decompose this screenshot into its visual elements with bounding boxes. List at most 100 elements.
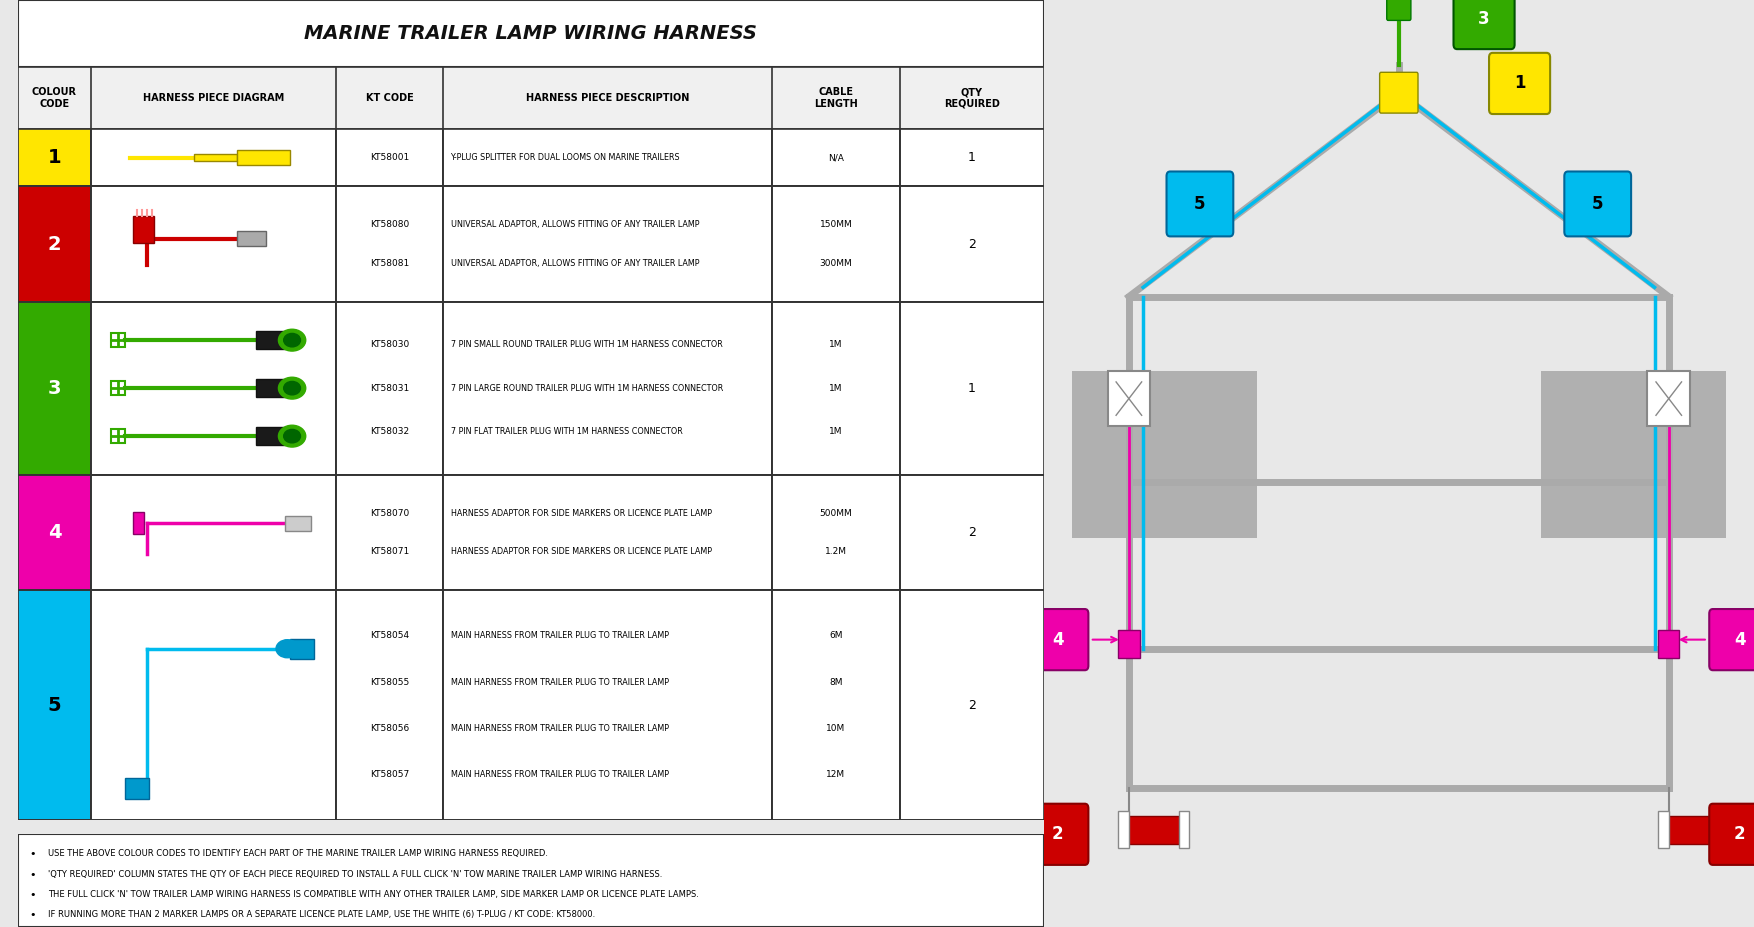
Text: •: • [30,910,37,921]
FancyBboxPatch shape [289,639,314,659]
FancyBboxPatch shape [335,129,444,186]
Text: MARINE TRAILER LAMP WIRING HARNESS: MARINE TRAILER LAMP WIRING HARNESS [303,24,758,44]
Text: 1.2M: 1.2M [824,547,847,556]
Text: 300MM: 300MM [819,259,852,268]
FancyBboxPatch shape [772,129,900,186]
Text: 1: 1 [968,382,975,395]
Text: 2: 2 [47,235,61,254]
Text: Y-PLUG SPLITTER FOR DUAL LOOMS ON MARINE TRAILERS: Y-PLUG SPLITTER FOR DUAL LOOMS ON MARINE… [451,153,681,162]
Text: 4: 4 [1052,630,1063,649]
Text: KT58071: KT58071 [370,547,409,556]
FancyBboxPatch shape [1658,630,1679,658]
FancyBboxPatch shape [91,590,335,820]
FancyBboxPatch shape [444,475,772,590]
FancyBboxPatch shape [1380,72,1417,113]
FancyBboxPatch shape [1107,371,1151,426]
FancyBboxPatch shape [126,779,149,799]
Text: 3: 3 [47,378,61,398]
Text: HARNESS ADAPTOR FOR SIDE MARKERS OR LICENCE PLATE LAMP: HARNESS ADAPTOR FOR SIDE MARKERS OR LICE… [451,547,712,556]
Text: USE THE ABOVE COLOUR CODES TO IDENTIFY EACH PART OF THE MARINE TRAILER LAMP WIRI: USE THE ABOVE COLOUR CODES TO IDENTIFY E… [49,849,549,858]
FancyBboxPatch shape [1708,804,1754,865]
FancyBboxPatch shape [1166,171,1233,236]
FancyBboxPatch shape [18,475,91,590]
Text: KT58031: KT58031 [370,384,409,393]
FancyBboxPatch shape [900,129,1044,186]
Text: •: • [30,890,37,900]
FancyBboxPatch shape [256,331,284,349]
Text: 4: 4 [47,523,61,541]
Text: 150MM: 150MM [819,221,852,229]
Text: IF RUNNING MORE THAN 2 MARKER LAMPS OR A SEPARATE LICENCE PLATE LAMP, USE THE WH: IF RUNNING MORE THAN 2 MARKER LAMPS OR A… [49,910,596,920]
FancyBboxPatch shape [1028,609,1089,670]
FancyBboxPatch shape [133,513,144,535]
FancyBboxPatch shape [900,590,1044,820]
FancyBboxPatch shape [1658,811,1668,848]
FancyBboxPatch shape [1489,53,1551,114]
FancyBboxPatch shape [1719,811,1729,848]
Text: 7 PIN FLAT TRAILER PLUG WITH 1M HARNESS CONNECTOR: 7 PIN FLAT TRAILER PLUG WITH 1M HARNESS … [451,426,682,436]
FancyBboxPatch shape [91,186,335,301]
FancyBboxPatch shape [1072,371,1256,538]
FancyBboxPatch shape [335,186,444,301]
Text: 2: 2 [968,699,975,712]
FancyBboxPatch shape [256,379,284,398]
Text: 3: 3 [1479,9,1489,28]
Text: 1M: 1M [830,340,842,349]
Text: KT58054: KT58054 [370,631,409,641]
Text: HARNESS ADAPTOR FOR SIDE MARKERS OR LICENCE PLATE LAMP: HARNESS ADAPTOR FOR SIDE MARKERS OR LICE… [451,509,712,517]
FancyBboxPatch shape [444,301,772,475]
FancyBboxPatch shape [18,834,1044,927]
FancyBboxPatch shape [1028,804,1089,865]
Text: UNIVERSAL ADAPTOR, ALLOWS FITTING OF ANY TRAILER LAMP: UNIVERSAL ADAPTOR, ALLOWS FITTING OF ANY… [451,259,700,268]
Text: THE FULL CLICK 'N' TOW TRAILER LAMP WIRING HARNESS IS COMPATIBLE WITH ANY OTHER : THE FULL CLICK 'N' TOW TRAILER LAMP WIRI… [49,890,700,899]
FancyBboxPatch shape [335,590,444,820]
FancyBboxPatch shape [91,301,335,475]
Text: MAIN HARNESS FROM TRAILER PLUG TO TRAILER LAMP: MAIN HARNESS FROM TRAILER PLUG TO TRAILE… [451,631,668,641]
FancyBboxPatch shape [18,0,1044,820]
Text: 4: 4 [1735,630,1745,649]
FancyBboxPatch shape [237,231,267,247]
Text: KT58001: KT58001 [370,153,409,162]
Text: UNIVERSAL ADAPTOR, ALLOWS FITTING OF ANY TRAILER LAMP: UNIVERSAL ADAPTOR, ALLOWS FITTING OF ANY… [451,221,700,229]
FancyBboxPatch shape [1119,630,1140,658]
Text: CABLE
LENGTH: CABLE LENGTH [814,87,858,108]
Text: 5: 5 [1593,195,1603,213]
Circle shape [279,425,305,447]
Circle shape [284,429,300,443]
FancyBboxPatch shape [18,129,91,186]
FancyBboxPatch shape [1665,816,1722,844]
FancyBboxPatch shape [444,590,772,820]
Text: KT58070: KT58070 [370,509,409,517]
Text: 7 PIN SMALL ROUND TRAILER PLUG WITH 1M HARNESS CONNECTOR: 7 PIN SMALL ROUND TRAILER PLUG WITH 1M H… [451,340,723,349]
Text: MAIN HARNESS FROM TRAILER PLUG TO TRAILER LAMP: MAIN HARNESS FROM TRAILER PLUG TO TRAILE… [451,769,668,779]
Text: 2: 2 [1735,825,1745,844]
Text: 500MM: 500MM [819,509,852,517]
FancyBboxPatch shape [18,590,91,820]
FancyBboxPatch shape [1179,811,1189,848]
FancyBboxPatch shape [91,129,335,186]
FancyBboxPatch shape [1708,609,1754,670]
Text: 5: 5 [47,695,61,715]
Text: 1: 1 [968,151,975,164]
FancyBboxPatch shape [195,155,237,160]
Text: KT58055: KT58055 [370,678,409,687]
FancyBboxPatch shape [1119,811,1130,848]
Text: 12M: 12M [826,769,845,779]
FancyBboxPatch shape [900,301,1044,475]
Text: KT58080: KT58080 [370,221,409,229]
Text: 1M: 1M [830,426,842,436]
FancyBboxPatch shape [18,301,91,475]
FancyBboxPatch shape [335,475,444,590]
Text: KT58030: KT58030 [370,340,409,349]
FancyBboxPatch shape [237,150,289,165]
Text: KT58032: KT58032 [370,426,409,436]
Text: 'QTY REQUIRED' COLUMN STATES THE QTY OF EACH PIECE REQUIRED TO INSTALL A FULL CL: 'QTY REQUIRED' COLUMN STATES THE QTY OF … [49,870,663,879]
Text: KT CODE: KT CODE [365,93,414,103]
Text: 10M: 10M [826,724,845,732]
FancyBboxPatch shape [1454,0,1515,49]
Text: KT58057: KT58057 [370,769,409,779]
FancyBboxPatch shape [900,475,1044,590]
Text: •: • [30,870,37,880]
FancyBboxPatch shape [18,0,1044,68]
Text: COLOUR
CODE: COLOUR CODE [32,87,77,108]
